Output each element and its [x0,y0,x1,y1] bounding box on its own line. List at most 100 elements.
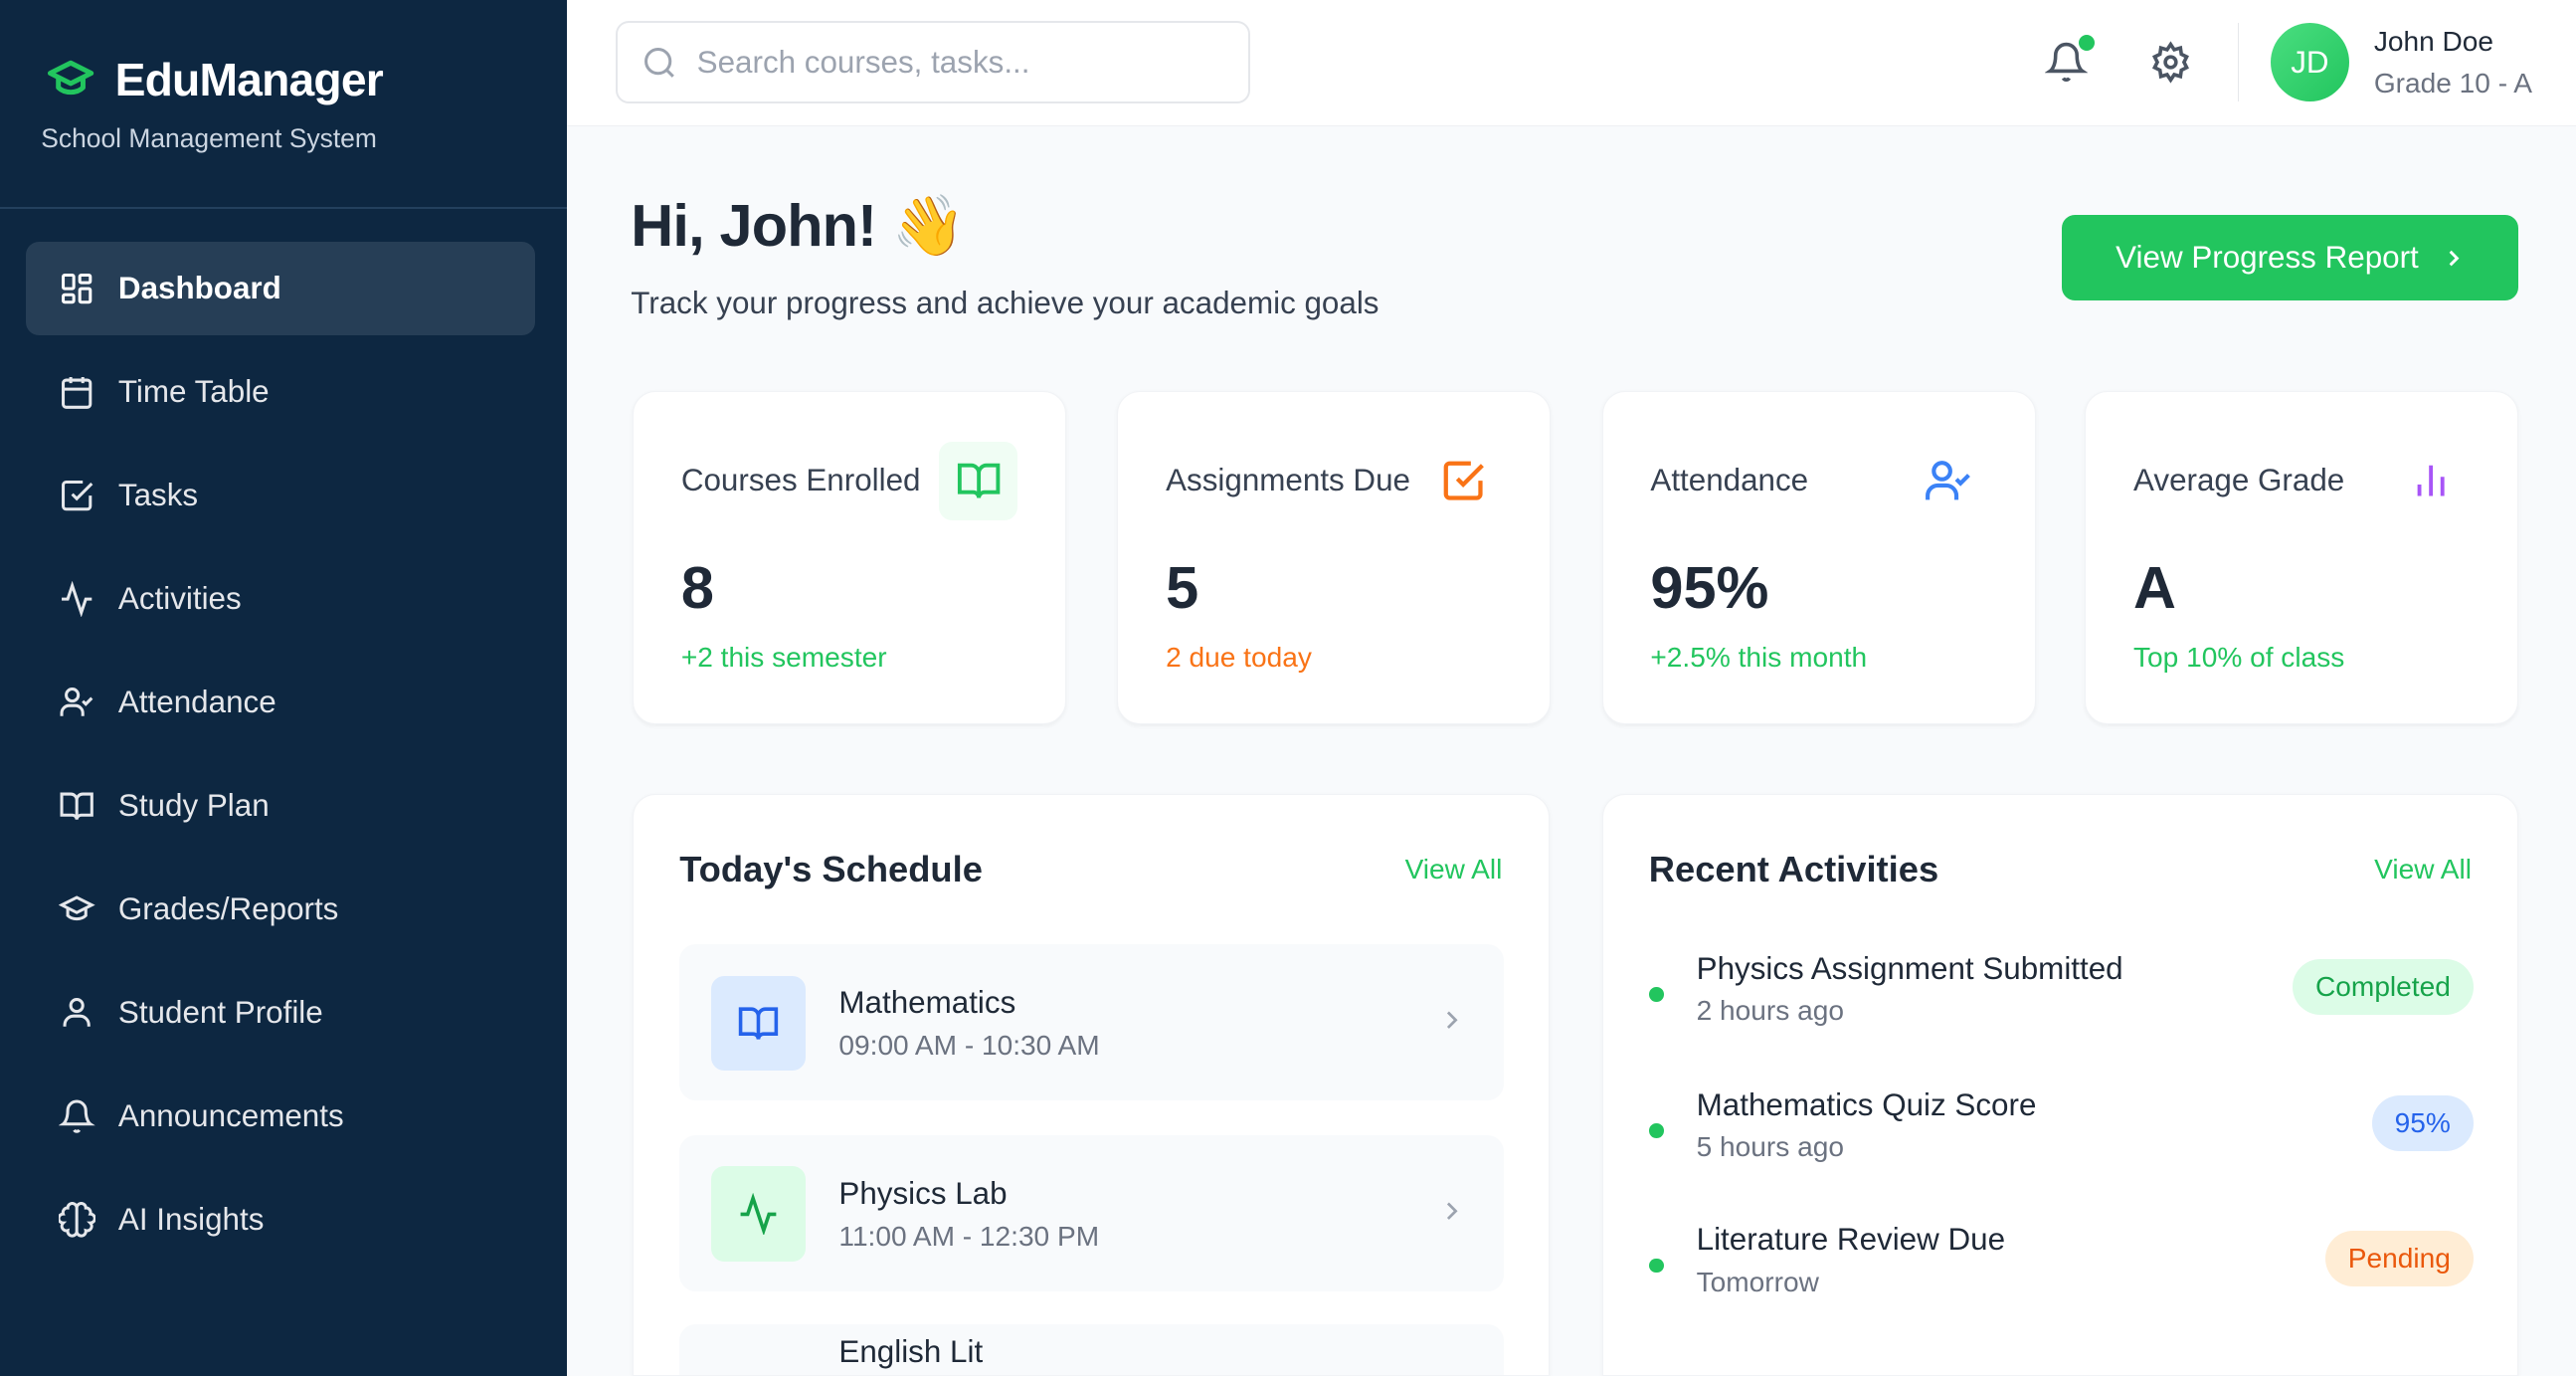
stat-card-courses[interactable]: Courses Enrolled 8 +2 this semester [632,391,1066,725]
top-header: Search courses, tasks... JD John Doe Gra… [566,0,2576,127]
activity-icon [710,1166,807,1262]
divider [0,207,567,209]
notification-dot [2078,34,2096,52]
sidebar-item-label: Activities [117,581,242,617]
chevron-right-icon [2442,247,2465,270]
sidebar-item-dashboard[interactable]: Dashboard [26,241,536,335]
checkbox-icon [1423,442,1502,520]
chevron-right-icon [1438,1198,1464,1224]
activity-title: Physics Assignment Submitted [1696,950,2123,986]
status-badge: Pending [2324,1230,2474,1286]
sidebar-item-attendance[interactable]: Attendance [26,656,535,749]
sidebar-item-label: AI Insights [117,1202,265,1238]
bar-chart-icon [2391,442,2470,520]
schedule-time: 09:00 AM - 10:30 AM [838,1030,1100,1062]
user-grade: Grade 10 - A [2373,67,2533,98]
sidebar-item-study-plan[interactable]: Study Plan [26,759,535,853]
activity-item[interactable]: Literature Review Due Tomorrow Pending [1648,1222,2474,1320]
status-dot [1648,987,1664,1002]
search-input[interactable]: Search courses, tasks... [616,21,1250,104]
sidebar-item-label: Attendance [117,685,276,720]
sidebar-item-grades-reports[interactable]: Grades/Reports [26,863,535,956]
stat-value: 8 [680,554,714,621]
sidebar-item-ai-insights[interactable]: AI Insights [26,1173,535,1267]
activity-icon [59,580,94,618]
activity-time: 5 hours ago [1696,1131,1844,1163]
schedule-name: Mathematics [838,985,1016,1021]
panel-title: Today's Schedule [679,849,983,890]
book-icon [939,441,1018,520]
view-progress-report-button[interactable]: View Progress Report [2062,215,2519,301]
status-badge: Completed [2292,958,2474,1016]
recent-activities-panel: Recent Activities View All Physics Assig… [1601,793,2519,1376]
schedule-name: English Lit [838,1333,984,1369]
button-label: View Progress Report [2116,240,2419,276]
sidebar: EduManager School Management System Dash… [0,0,567,1376]
stat-label: Courses Enrolled [680,463,921,498]
wave-emoji: 👋 [891,191,966,259]
checkbox-icon [59,478,94,513]
stat-sub: 2 due today [1166,642,1312,674]
settings-button[interactable] [2149,41,2192,84]
stat-sub: +2 this semester [680,642,887,674]
book-icon [59,788,94,824]
sidebar-item-activities[interactable]: Activities [26,552,535,646]
todays-schedule-panel: Today's Schedule View All Mathematics 09… [632,793,1550,1376]
user-name: John Doe [2373,26,2494,58]
stat-label: Attendance [1650,463,1809,498]
app-subtitle: School Management System [41,122,377,153]
stat-card-assignments[interactable]: Assignments Due 5 2 due today [1117,391,1552,725]
schedule-item[interactable]: English Lit [679,1323,1505,1375]
stat-value: A [2133,554,2176,621]
sidebar-item-announcements[interactable]: Announcements [26,1070,535,1163]
graduation-cap-icon [43,55,98,104]
search-placeholder: Search courses, tasks... [696,44,1030,80]
sidebar-item-label: Study Plan [117,788,270,824]
stat-sub: Top 10% of class [2133,642,2345,674]
stat-label: Average Grade [2133,463,2345,498]
sidebar-item-label: Grades/Reports [117,891,339,927]
sidebar-item-label: Student Profile [117,995,323,1031]
stat-value: 5 [1166,554,1199,621]
activity-item[interactable]: Physics Assignment Submitted 2 hours ago… [1648,950,2474,1050]
activity-time: Tomorrow [1696,1266,1819,1297]
sidebar-item-tasks[interactable]: Tasks [26,449,535,542]
notifications-button[interactable] [2045,34,2096,84]
gear-icon [2149,41,2192,84]
activity-title: Mathematics Quiz Score [1696,1086,2037,1122]
sidebar-item-label: Announcements [117,1098,344,1134]
sidebar-item-student-profile[interactable]: Student Profile [26,966,535,1060]
user-check-icon [1909,442,1987,520]
sidebar-item-time-table[interactable]: Time Table [26,345,535,439]
schedule-time: 11:00 AM - 12:30 PM [838,1220,1100,1252]
app-name: EduManager [114,53,384,105]
status-dot [1648,1258,1664,1274]
activity-item[interactable]: Mathematics Quiz Score 5 hours ago 95% [1648,1086,2474,1186]
stat-value: 95% [1650,554,1769,621]
schedule-view-all-link[interactable]: View All [1404,854,1503,885]
avatar[interactable]: JD [2270,23,2350,102]
brain-icon [59,1202,95,1238]
stat-card-attendance[interactable]: Attendance 95% +2.5% this month [1601,391,2036,725]
logo[interactable]: EduManager [43,53,384,106]
chevron-right-icon [1438,1007,1464,1033]
book-icon [710,975,807,1072]
schedule-item[interactable]: Mathematics 09:00 AM - 10:30 AM [679,944,1505,1101]
sidebar-item-label: Dashboard [117,270,281,305]
activities-view-all-link[interactable]: View All [2374,854,2472,885]
bell-icon [59,1098,95,1134]
activity-title: Literature Review Due [1696,1222,2006,1258]
stat-card-average-grade[interactable]: Average Grade A Top 10% of class [2085,391,2519,725]
schedule-name: Physics Lab [838,1176,1008,1212]
status-dot [1648,1123,1664,1139]
schedule-item[interactable]: Physics Lab 11:00 AM - 12:30 PM [679,1134,1505,1291]
sidebar-item-label: Tasks [117,478,199,512]
page-subtitle: Track your progress and achieve your aca… [631,286,1380,321]
bell-icon [2045,41,2089,84]
activity-time: 2 hours ago [1696,995,1844,1027]
graduation-cap-icon [59,891,95,927]
search-icon [642,45,677,81]
panel-title: Recent Activities [1648,849,1939,890]
stat-sub: +2.5% this month [1650,642,1868,674]
divider [2237,23,2240,102]
